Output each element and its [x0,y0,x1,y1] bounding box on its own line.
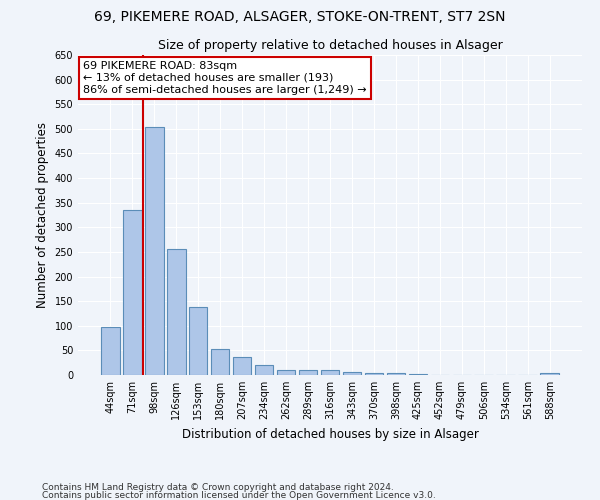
Text: 69, PIKEMERE ROAD, ALSAGER, STOKE-ON-TRENT, ST7 2SN: 69, PIKEMERE ROAD, ALSAGER, STOKE-ON-TRE… [94,10,506,24]
Bar [189,307,208,375]
Bar [167,250,185,375]
Text: Contains HM Land Registry data © Crown copyright and database right 2024.: Contains HM Land Registry data © Crown c… [42,484,394,492]
Bar [101,327,119,375]
Bar [145,127,164,375]
Bar [365,372,383,375]
Y-axis label: Number of detached properties: Number of detached properties [36,122,49,308]
Bar [343,372,361,375]
Bar [541,372,559,375]
Bar [123,210,142,375]
Bar [299,370,317,375]
Bar [211,349,229,375]
X-axis label: Distribution of detached houses by size in Alsager: Distribution of detached houses by size … [182,428,478,440]
Text: Contains public sector information licensed under the Open Government Licence v3: Contains public sector information licen… [42,490,436,500]
Bar [386,372,405,375]
Text: 69 PIKEMERE ROAD: 83sqm
← 13% of detached houses are smaller (193)
86% of semi-d: 69 PIKEMERE ROAD: 83sqm ← 13% of detache… [83,62,367,94]
Bar [320,370,340,375]
Bar [255,364,274,375]
Bar [233,357,251,375]
Bar [409,374,427,375]
Title: Size of property relative to detached houses in Alsager: Size of property relative to detached ho… [158,40,502,52]
Bar [277,370,295,375]
